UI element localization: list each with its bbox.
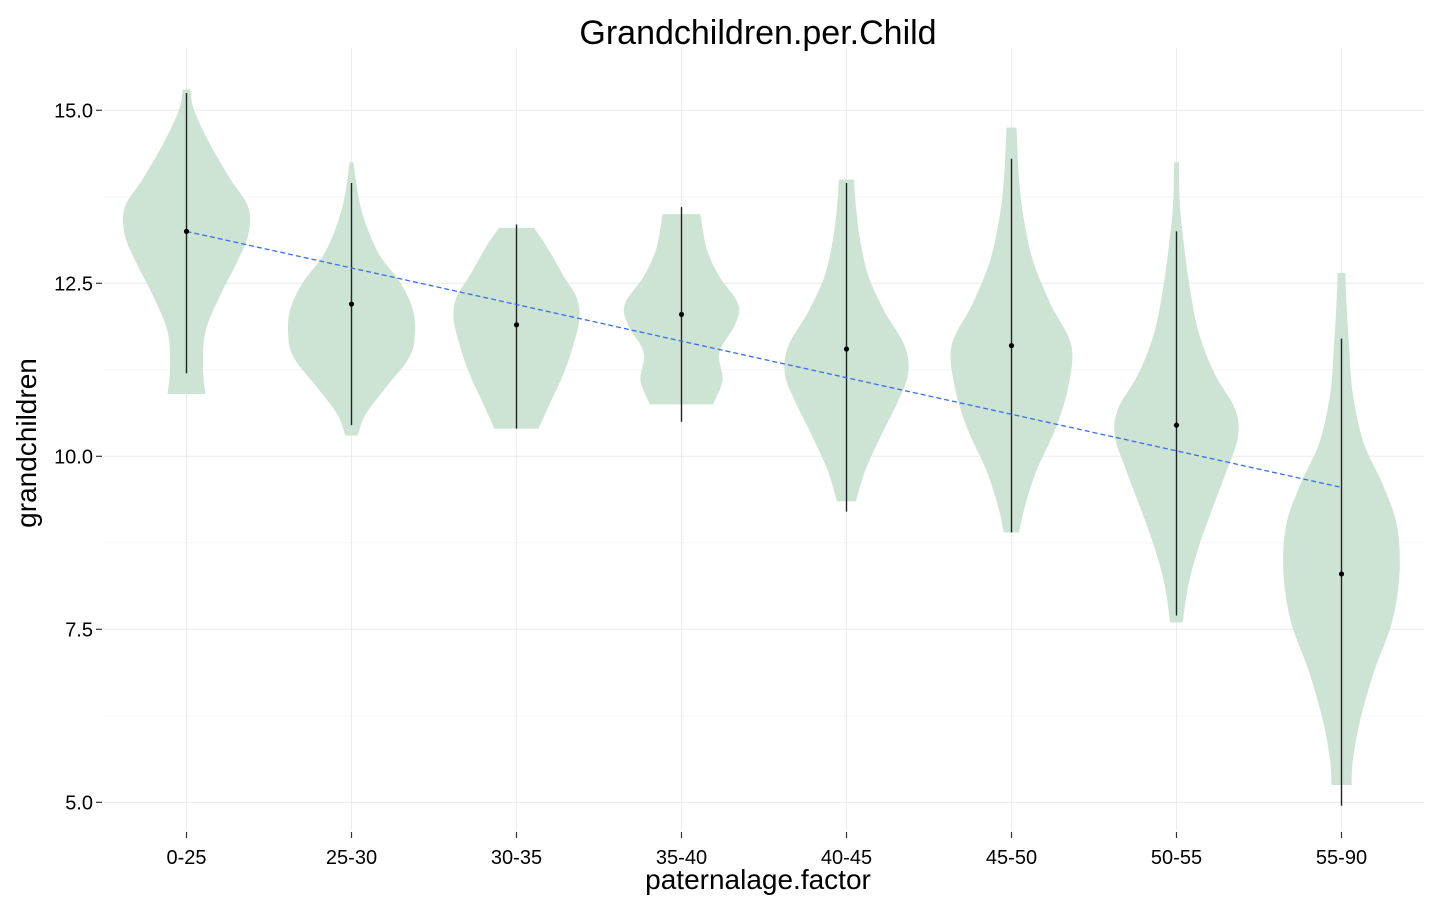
median-point-0-25 [183, 228, 190, 234]
y-tick-label: 5.0 [65, 792, 93, 814]
y-tick-label: 7.5 [65, 619, 93, 641]
median-point-40-45 [843, 346, 850, 352]
median-point-35-40 [678, 311, 685, 318]
x-tick-label-25-30: 25-30 [326, 847, 377, 869]
x-tick-label-45-50: 45-50 [986, 847, 1037, 869]
y-axis-title: grandchildren [11, 358, 42, 528]
y-tick-label: 15.0 [54, 100, 93, 122]
trend-line-group [186, 230, 1342, 489]
y-tick-label: 10.0 [54, 446, 93, 468]
median-points [183, 228, 1345, 577]
x-tick-label-0-25: 0-25 [166, 847, 206, 869]
median-point-30-35 [513, 322, 520, 328]
x-axis-title: paternalage.factor [645, 864, 871, 895]
median-point-45-50 [1008, 342, 1015, 349]
x-tick-label-55-90: 55-90 [1316, 847, 1367, 869]
x-tick-label-50-55: 50-55 [1151, 847, 1202, 869]
x-tick-label-40-45: 40-45 [821, 847, 872, 869]
trend-line [186, 230, 1342, 489]
median-point-55-90 [1338, 571, 1345, 577]
x-axis: 0-25 25-30 30-35 35-40 40-45 45-50 50-55 55-90 [166, 832, 1367, 869]
violins [122, 89, 1400, 785]
chart-title: Grandchildren.per.Child [579, 14, 936, 52]
x-tick-label-30-35: 30-35 [491, 847, 542, 869]
median-point-50-55 [1173, 422, 1180, 428]
x-tick-label-35-40: 35-40 [656, 847, 707, 869]
y-axis: 5.0 7.5 10.0 12.5 15.0 [54, 100, 102, 814]
median-point-25-30 [348, 301, 355, 307]
y-tick-label: 12.5 [54, 273, 93, 295]
